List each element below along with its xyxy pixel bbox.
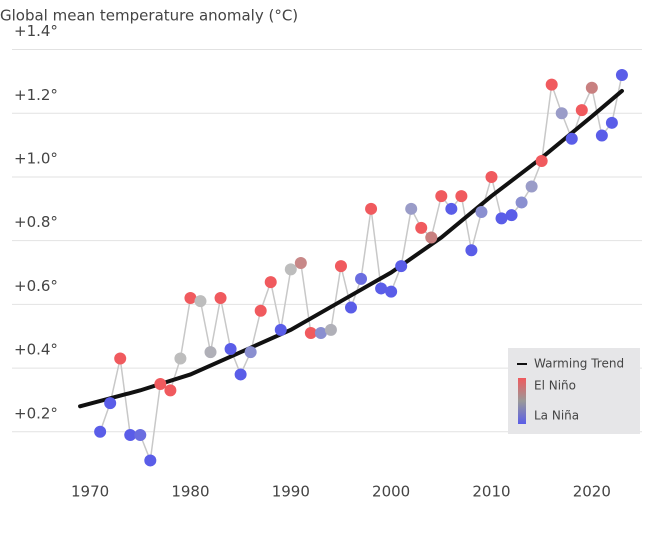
data-point — [545, 78, 558, 91]
legend-gradient — [518, 378, 526, 424]
data-point — [575, 104, 588, 117]
data-point — [555, 107, 568, 120]
data-point — [535, 155, 548, 168]
x-tick-label: 1970 — [71, 483, 109, 501]
y-tick-label: +0.8° — [14, 213, 58, 231]
data-point — [445, 202, 458, 215]
legend-box — [508, 348, 640, 434]
data-point — [314, 327, 327, 340]
x-tick-label: 2020 — [573, 483, 611, 501]
data-point — [174, 352, 187, 365]
data-point — [134, 428, 147, 441]
data-point — [405, 202, 418, 215]
data-point — [615, 69, 628, 82]
data-point — [334, 260, 347, 273]
data-point — [345, 301, 357, 314]
data-point — [154, 378, 167, 390]
x-tick-label: 2010 — [472, 483, 510, 501]
data-point — [475, 206, 488, 218]
data-point — [425, 231, 438, 244]
data-point — [214, 292, 227, 304]
data-point — [104, 397, 117, 410]
y-tick-label: +0.6° — [14, 277, 58, 295]
data-point — [375, 282, 388, 295]
legend-label: El Niño — [534, 379, 576, 393]
data-point — [385, 285, 398, 298]
data-point — [244, 346, 257, 359]
data-point — [124, 428, 137, 441]
data-point — [595, 129, 608, 142]
legend-label: Warming Trend — [534, 357, 624, 371]
x-tick-label: 1990 — [272, 483, 310, 501]
data-point — [435, 190, 448, 203]
legend-label: La Niña — [534, 409, 579, 423]
data-point — [144, 454, 157, 467]
x-tick-label: 1980 — [171, 483, 209, 501]
y-tick-label: +0.4° — [14, 341, 58, 359]
data-point — [294, 256, 307, 269]
data-point — [495, 212, 508, 225]
y-tick-label: +0.2° — [14, 404, 58, 422]
data-point — [184, 292, 197, 304]
data-point — [355, 272, 368, 285]
data-point — [324, 323, 337, 336]
data-point — [164, 384, 177, 397]
data-point — [395, 260, 408, 273]
data-point — [485, 170, 498, 183]
data-point — [565, 132, 578, 145]
data-point — [204, 346, 217, 359]
data-point — [94, 425, 107, 438]
data-point — [365, 202, 378, 215]
data-point — [415, 221, 428, 234]
data-point — [505, 209, 518, 222]
data-point — [254, 304, 267, 317]
trend-line — [78, 88, 624, 409]
chart-title: Global mean temperature anomaly (°C) — [0, 7, 298, 25]
data-point — [194, 295, 207, 308]
data-point — [515, 196, 528, 209]
data-point — [585, 81, 598, 94]
y-tick-label: +1.4° — [14, 22, 58, 40]
data-point — [525, 180, 538, 193]
data-point — [304, 327, 317, 340]
y-tick-label: +1.0° — [14, 149, 58, 167]
data-point — [224, 342, 237, 355]
x-tick-label: 2000 — [372, 483, 410, 501]
y-tick-label: +1.2° — [14, 86, 58, 104]
data-point — [274, 323, 287, 336]
data-point — [605, 116, 618, 129]
data-point — [465, 244, 478, 257]
data-point — [234, 368, 247, 381]
data-point — [455, 190, 468, 203]
data-point — [284, 263, 297, 276]
data-point — [264, 276, 277, 289]
data-point — [114, 352, 127, 365]
